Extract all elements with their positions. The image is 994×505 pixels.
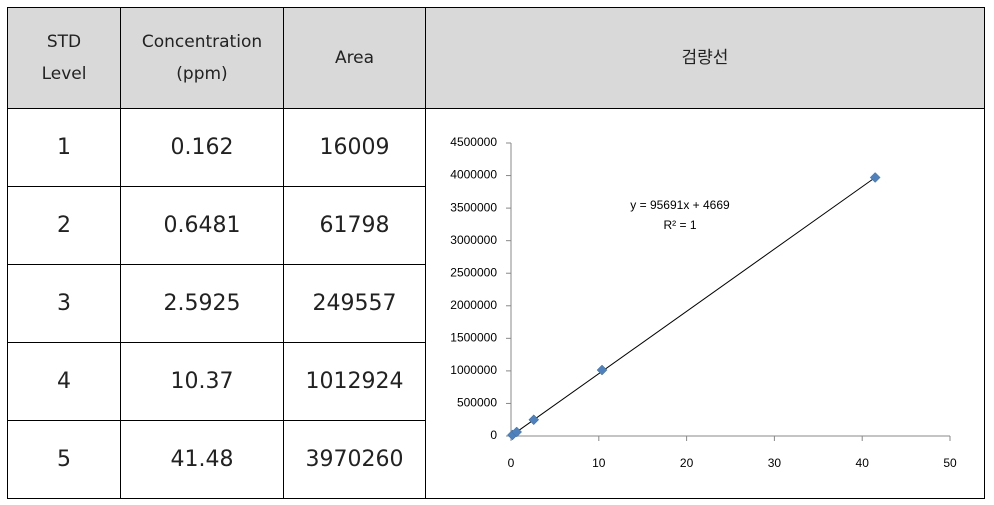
table-cell: 10.37 xyxy=(120,342,284,421)
x-tick-label: 30 xyxy=(768,456,782,470)
x-tick-label: 20 xyxy=(680,456,694,470)
data-point xyxy=(511,426,523,438)
chart: 0 500000 1000000 1500000 2000000 2500000 30000… xyxy=(450,135,957,470)
table-cell: 249557 xyxy=(283,264,426,343)
y-tick-label: 4500000 xyxy=(450,135,497,149)
y-tick-label: 4000000 xyxy=(450,168,497,182)
y-tick-label: 1000000 xyxy=(450,363,497,377)
header-cell: Concentration (ppm) xyxy=(120,7,284,109)
table-cell: 5 xyxy=(7,420,121,499)
x-tick-label: 10 xyxy=(592,456,606,470)
header-cell: STD Level xyxy=(7,7,121,109)
data-point xyxy=(528,414,540,426)
y-tick-label: 1500000 xyxy=(450,331,497,345)
y-tick-label: 3500000 xyxy=(450,200,497,214)
y-tick-label: 3000000 xyxy=(450,233,497,247)
data-point xyxy=(869,172,881,183)
table-cell: 1012924 xyxy=(283,342,426,421)
y-tick-label: 0 xyxy=(490,428,497,442)
table-cell: 1 xyxy=(7,108,121,187)
x-tick-label: 50 xyxy=(943,456,957,470)
chart-cell xyxy=(425,108,985,499)
y-tick-label: 2500000 xyxy=(450,265,497,279)
equation: y = 95691x + 4669 xyxy=(630,198,730,212)
x-tick-label: 40 xyxy=(856,456,870,470)
table-cell: 3970260 xyxy=(283,420,426,499)
data-point xyxy=(596,364,608,376)
table-cell: 0.6481 xyxy=(120,186,284,265)
y-tick-label: 500000 xyxy=(457,396,497,410)
r-squared: R² = 1 xyxy=(663,218,696,232)
table-cell: 41.48 xyxy=(120,420,284,499)
x-tick-label: 0 xyxy=(508,456,515,470)
table-cell: 2.5925 xyxy=(120,264,284,343)
table-cell: 61798 xyxy=(283,186,426,265)
trendline xyxy=(512,177,876,436)
table-cell: 3 xyxy=(7,264,121,343)
table-cell: 16009 xyxy=(283,108,426,187)
header-cell: 검량선 xyxy=(425,7,985,109)
y-tick-label: 2000000 xyxy=(450,298,497,312)
table-cell: 4 xyxy=(7,342,121,421)
table-cell: 2 xyxy=(7,186,121,265)
header-cell: Area xyxy=(283,7,426,109)
table-cell: 0.162 xyxy=(120,108,284,187)
